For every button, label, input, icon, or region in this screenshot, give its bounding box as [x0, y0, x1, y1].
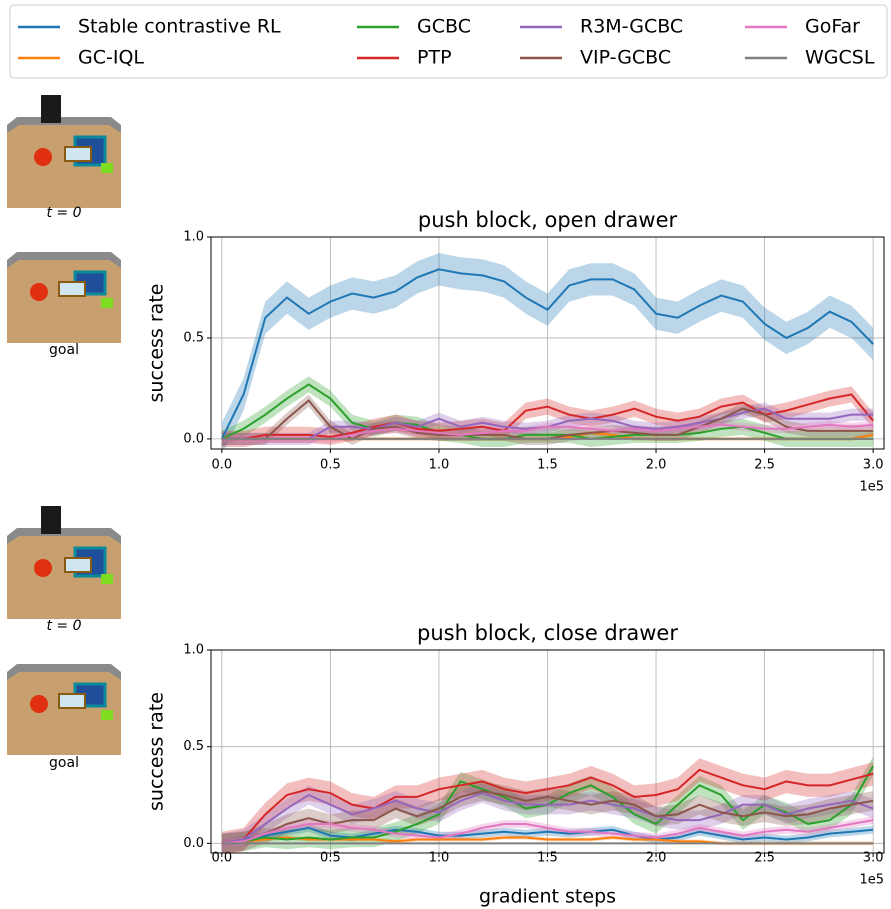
error-band — [221, 394, 874, 445]
error-band — [221, 386, 874, 447]
x-tick-label: 3.0 — [863, 851, 884, 866]
scene-tray — [58, 693, 86, 709]
error-band — [221, 783, 874, 853]
x-tick-label: 2.0 — [646, 851, 667, 866]
y-tick-label: 1.0 — [183, 230, 204, 245]
image-caption: goal — [49, 342, 79, 358]
series-line — [221, 826, 874, 845]
error-band — [221, 253, 874, 449]
x-tick-label: 1.5 — [537, 458, 558, 473]
legend-box — [9, 4, 888, 79]
x-offset-label: 1e5 — [859, 873, 884, 888]
y-tick-label: 0.0 — [183, 431, 204, 446]
scene-tray — [64, 146, 92, 162]
scene-arm — [41, 95, 61, 123]
scene-image — [7, 95, 121, 208]
series-group — [220, 253, 874, 449]
series-line — [220, 268, 874, 440]
scene-cube — [101, 163, 113, 173]
legend-label: WGCSL — [805, 47, 875, 69]
scene-image — [7, 506, 121, 619]
chart-title: push block, close drawer — [417, 621, 678, 645]
x-tick-label: 3.0 — [863, 458, 884, 473]
x-tick-label: 1.0 — [429, 458, 450, 473]
series-group — [221, 756, 875, 853]
x-tick-label: 1.5 — [537, 851, 558, 866]
series-line — [221, 768, 874, 845]
error-band — [221, 758, 874, 853]
scene-cube — [101, 574, 113, 584]
legend-label: GCBC — [417, 16, 471, 38]
series-line — [221, 383, 874, 440]
x-tick-label: 2.5 — [754, 458, 775, 473]
x-tick-label: 0.0 — [212, 458, 233, 473]
scene-ball — [34, 148, 52, 166]
scene-arm — [41, 506, 61, 534]
y-tick-label: 0.5 — [183, 330, 204, 345]
image-caption: t = 0 — [46, 205, 81, 221]
image-caption: goal — [49, 755, 79, 771]
scene-tray — [64, 557, 92, 573]
scene-cube — [101, 710, 113, 720]
error-band — [221, 781, 874, 853]
legend-label: VIP-GCBC — [580, 47, 671, 69]
y-tick-label: 0.5 — [183, 739, 204, 754]
y-axis-label: success rate — [146, 284, 168, 403]
series-line — [221, 819, 874, 845]
legend-label: GC-IQL — [78, 47, 144, 69]
legend-label: Stable contrastive RL — [78, 16, 281, 38]
scene-ball — [30, 283, 48, 301]
series-line — [221, 792, 874, 845]
y-tick-label: 0.0 — [183, 836, 204, 851]
y-axis-label: success rate — [146, 692, 168, 811]
image-caption: t = 0 — [46, 618, 81, 634]
scene-cube — [101, 298, 113, 308]
x-tick-label: 2.0 — [646, 458, 667, 473]
legend-label: PTP — [417, 47, 452, 69]
error-band — [221, 402, 874, 445]
x-offset-label: 1e5 — [859, 480, 884, 495]
legend-label: GoFar — [805, 16, 860, 38]
scene-image — [7, 230, 121, 343]
scene-ball — [30, 695, 48, 713]
x-tick-label: 1.0 — [429, 851, 450, 866]
axes-frame — [210, 649, 885, 854]
scene-tray — [58, 281, 86, 297]
y-tick-label: 1.0 — [183, 643, 204, 658]
x-tick-label: 0.5 — [320, 851, 341, 866]
legend-label: R3M-GCBC — [580, 16, 683, 38]
x-tick-label: 2.5 — [754, 851, 775, 866]
scene-image — [7, 642, 121, 755]
x-axis-label: gradient steps — [479, 886, 616, 908]
x-tick-label: 0.5 — [320, 458, 341, 473]
chart-title: push block, open drawer — [418, 208, 678, 232]
x-tick-label: 0.0 — [212, 851, 233, 866]
scene-ball — [34, 559, 52, 577]
axes-frame — [210, 236, 885, 450]
